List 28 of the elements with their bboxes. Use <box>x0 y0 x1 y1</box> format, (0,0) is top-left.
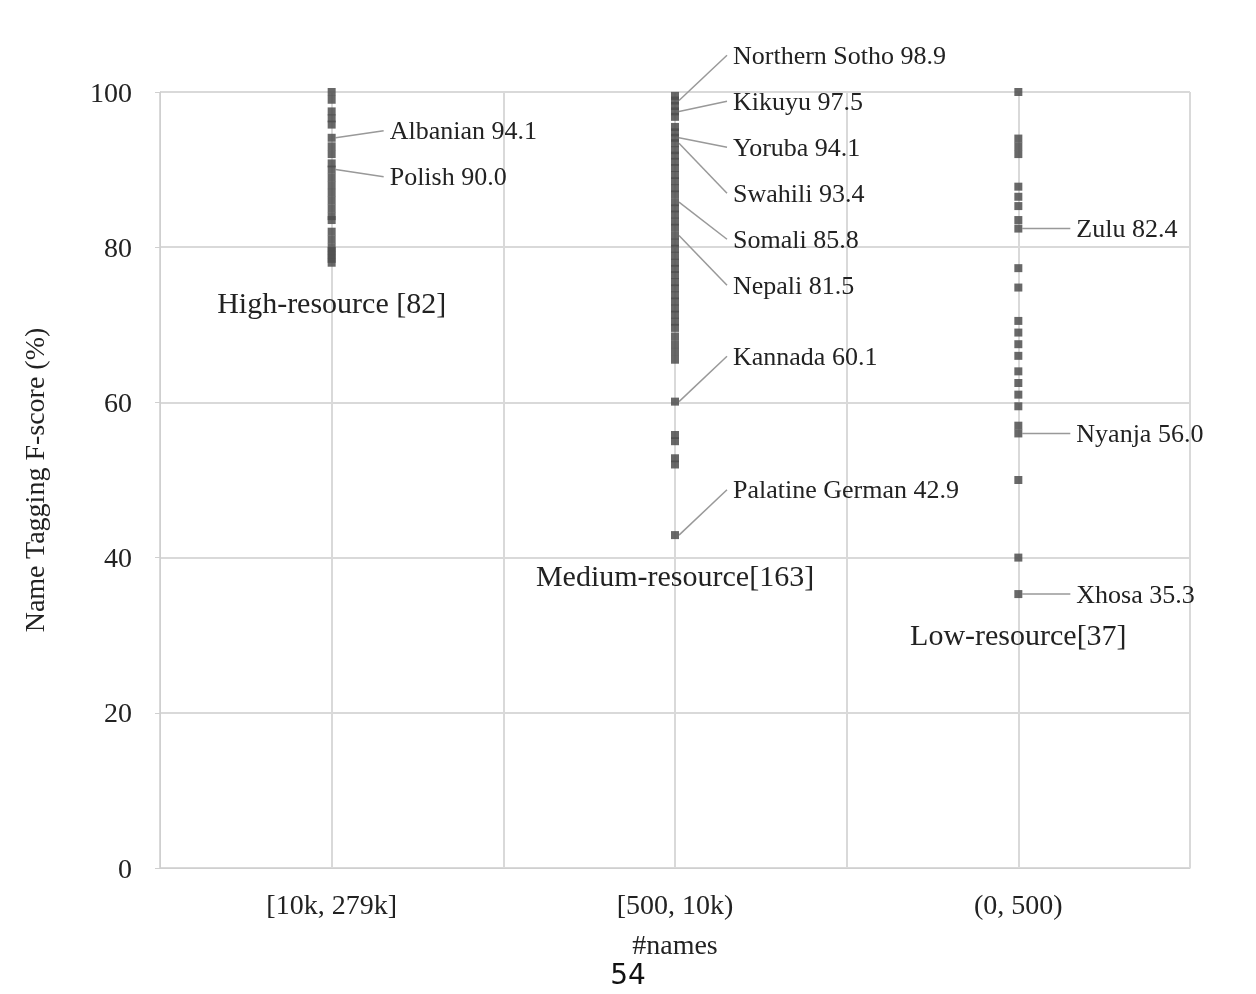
y-tick-label: 20 <box>104 697 132 729</box>
annotation: Medium-resource[163] <box>535 558 815 592</box>
x-tick-label: (0, 500) <box>974 888 1063 920</box>
annotation: High-resource [82] <box>217 286 447 320</box>
y-tick-label: 80 <box>104 231 132 263</box>
annotation: Northern Sotho 98.9 <box>733 40 947 70</box>
annotation: Xhosa 35.3 <box>1076 579 1195 609</box>
y-axis-title: Name Tagging F-score (%) <box>18 327 50 633</box>
x-tick-label: [10k, 279k] <box>266 888 397 920</box>
annotation: Low-resource[37] <box>910 617 1127 651</box>
annotation: Albanian 94.1 <box>389 116 537 146</box>
annotation: Nyanja 56.0 <box>1076 418 1204 448</box>
annotation: Zulu 82.4 <box>1076 214 1178 244</box>
annotation: Yoruba 94.1 <box>733 132 861 162</box>
x-axis-title: #names <box>632 928 718 960</box>
x-tick-label: [500, 10k) <box>616 888 734 920</box>
y-tick-label: 0 <box>118 852 132 884</box>
annotation: Kannada 60.1 <box>733 341 878 371</box>
annotation: Palatine German 42.9 <box>733 475 959 505</box>
text: 54 <box>610 957 646 991</box>
y-tick-label: 100 <box>90 76 132 108</box>
annotation: Polish 90.0 <box>389 162 507 192</box>
y-tick-label: 60 <box>104 386 132 418</box>
annotation: Kikuyu 97.5 <box>733 86 863 116</box>
annotation: Nepali 81.5 <box>733 270 855 300</box>
annotation: Swahili 93.4 <box>733 178 865 208</box>
y-tick-label: 40 <box>104 542 132 574</box>
annotation: Somali 85.8 <box>733 224 859 254</box>
